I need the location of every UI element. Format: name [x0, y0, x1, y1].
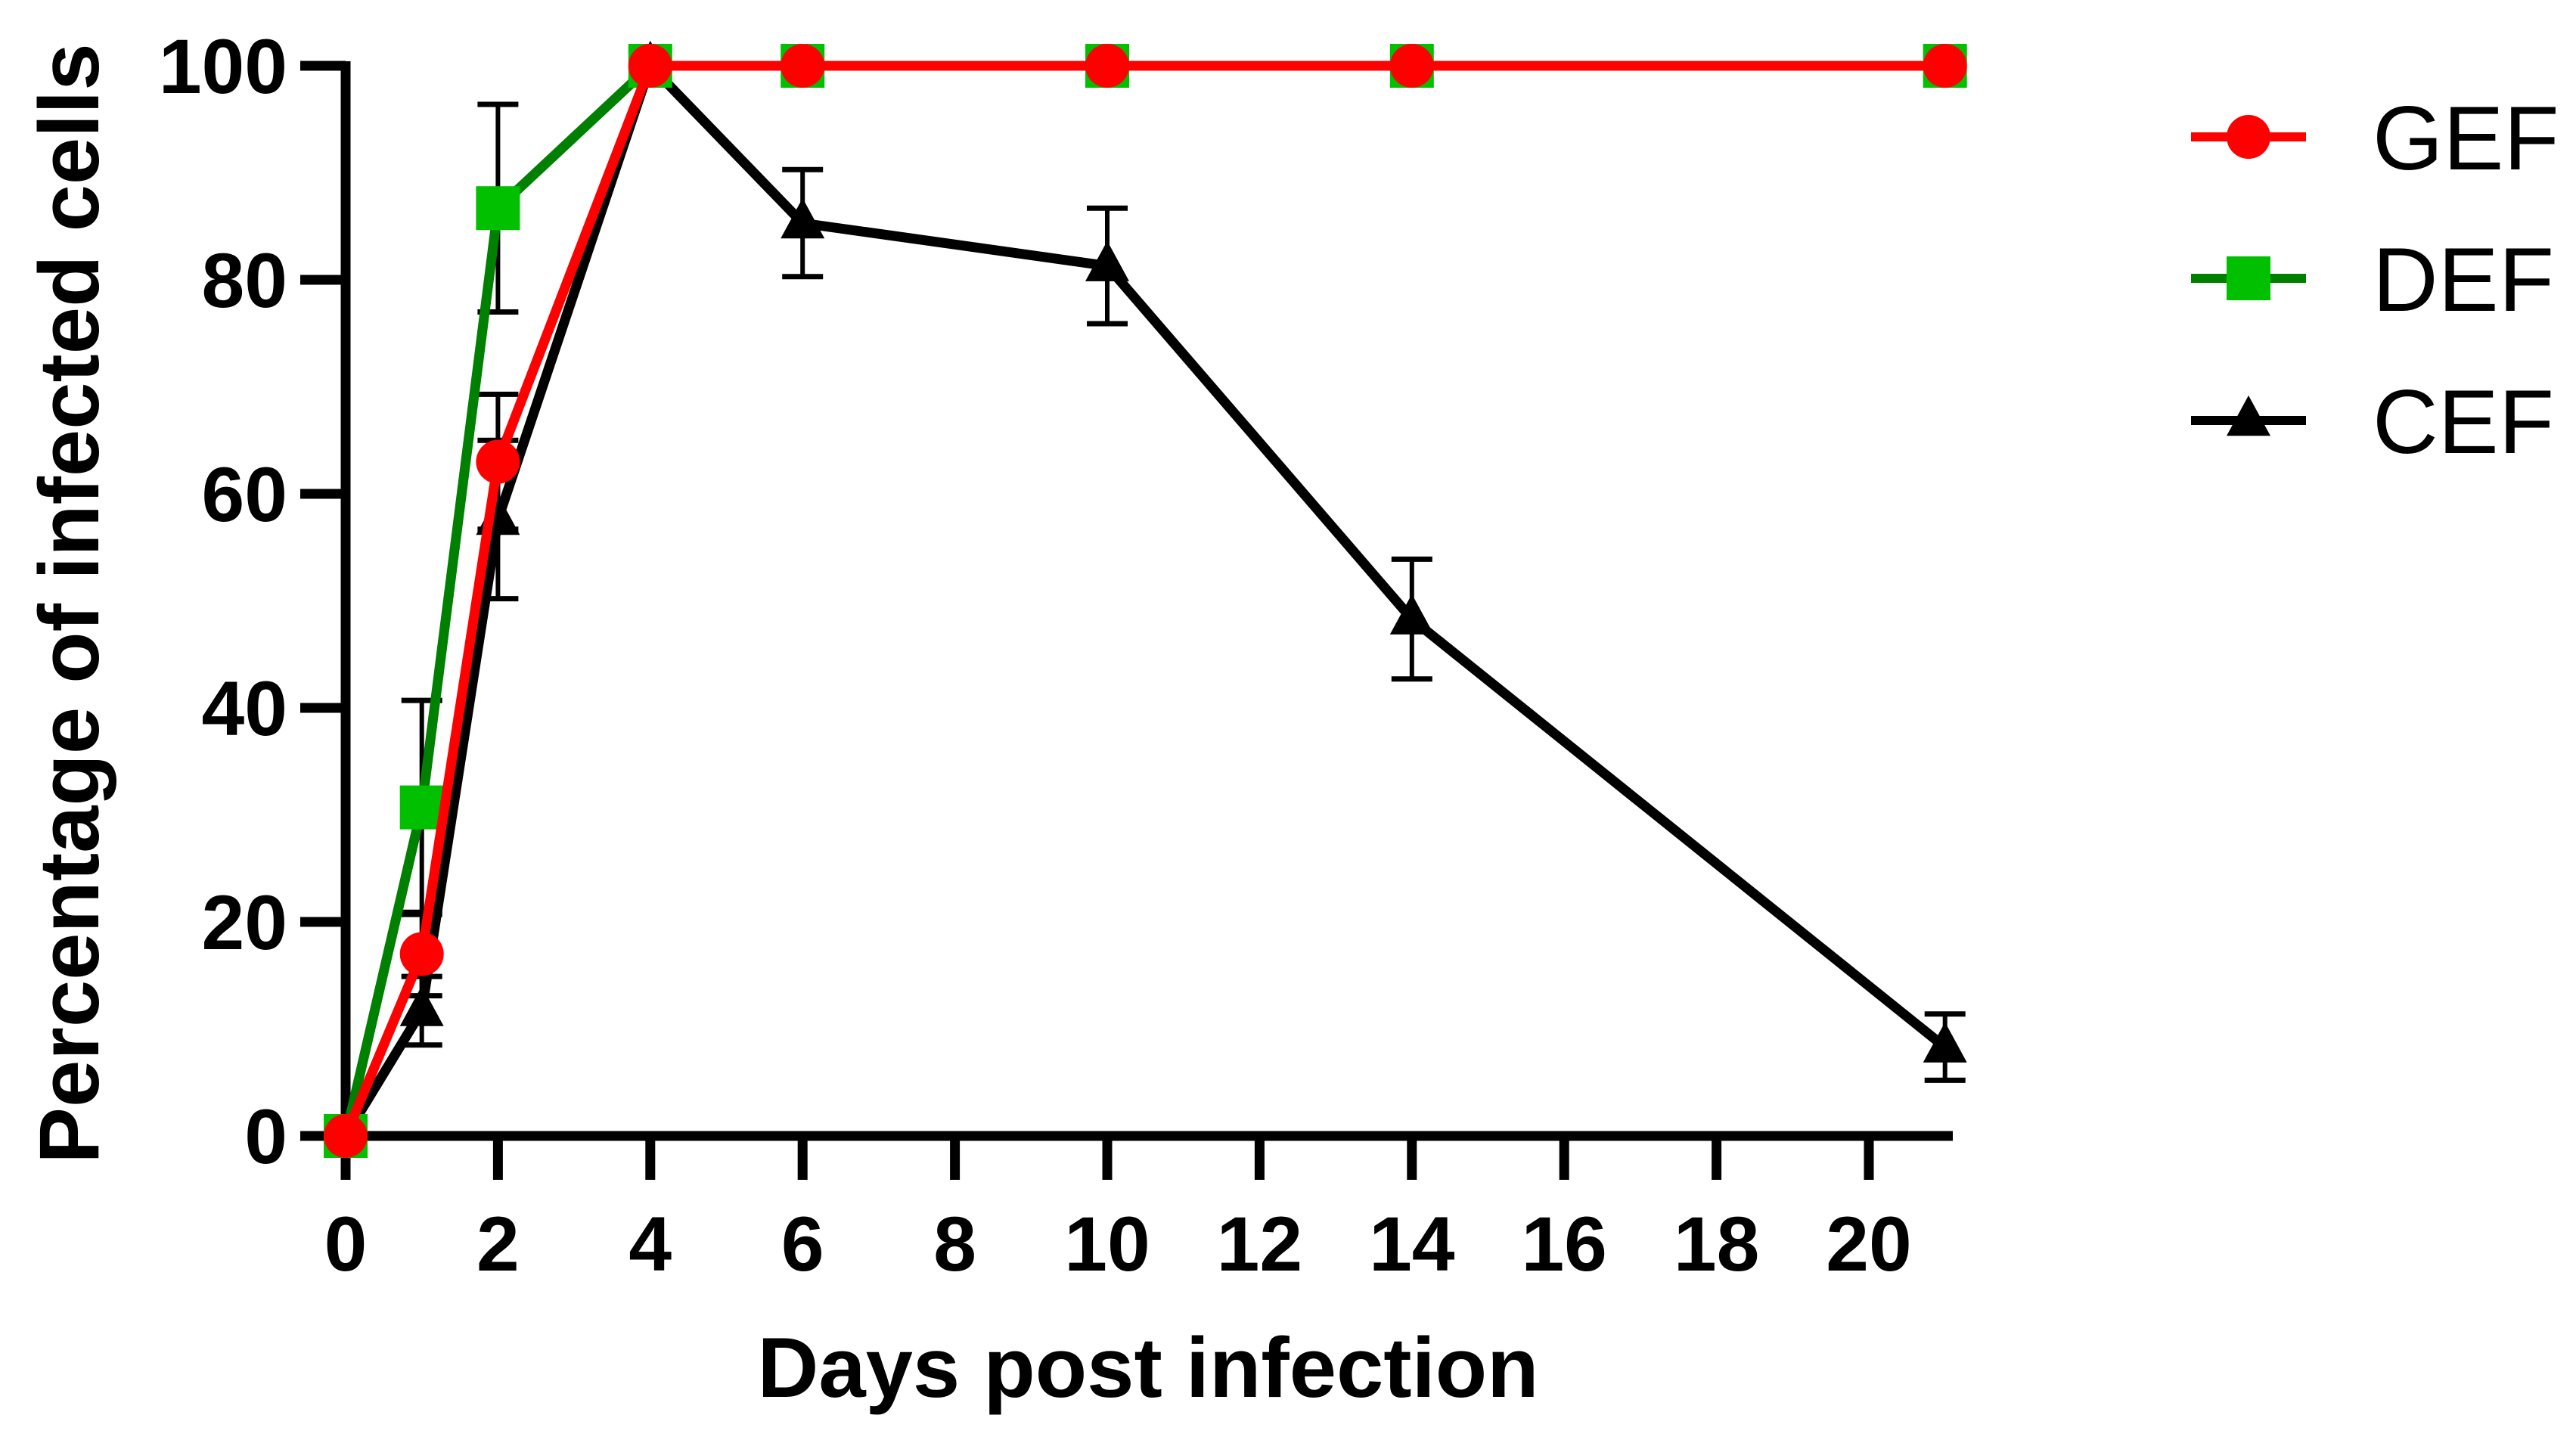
circle-marker-icon	[1389, 44, 1434, 88]
x-tick-label: 0	[324, 1201, 368, 1287]
x-tick-label: 14	[1369, 1201, 1455, 1287]
circle-marker-icon	[324, 1114, 368, 1158]
x-tick-label: 2	[476, 1201, 520, 1287]
x-tick-label: 16	[1521, 1201, 1606, 1287]
square-marker-icon	[476, 186, 520, 231]
x-tick-label: 6	[781, 1201, 824, 1287]
series-def	[324, 44, 1967, 1158]
circle-marker-icon	[476, 439, 520, 484]
legend: GEF DEF CEF	[2191, 88, 2559, 473]
x-tick-label: 12	[1217, 1201, 1302, 1287]
x-axis-ticks: 0 2 4 6 8 10 12 14 16 18 20	[324, 1136, 1912, 1287]
triangle-marker-icon	[781, 197, 825, 239]
y-tick-label: 0	[244, 1094, 287, 1180]
square-marker-icon	[399, 785, 444, 830]
y-axis-ticks: 0 20 40 60 80 100	[159, 23, 346, 1180]
x-axis-title: Days post infection	[757, 1320, 1538, 1415]
triangle-marker-icon	[2227, 395, 2270, 436]
legend-item-cef: CEF	[2191, 371, 2554, 473]
legend-label: CEF	[2373, 371, 2554, 473]
x-tick-label: 10	[1064, 1201, 1150, 1287]
square-marker-icon	[2227, 256, 2270, 300]
error-bars	[401, 101, 1966, 1083]
x-tick-label: 4	[628, 1201, 672, 1287]
y-tick-label: 20	[202, 880, 287, 966]
axes	[303, 61, 1953, 1141]
legend-label: GEF	[2373, 88, 2559, 189]
series-line	[341, 61, 1945, 1138]
legend-item-def: DEF	[2191, 229, 2554, 330]
x-tick-label: 8	[933, 1201, 976, 1287]
circle-marker-icon	[781, 44, 825, 88]
triangle-marker-icon	[399, 985, 444, 1026]
circle-marker-icon	[1923, 44, 1967, 88]
triangle-marker-icon	[476, 494, 520, 535]
triangle-marker-icon	[1923, 1022, 1967, 1063]
series-cef	[324, 40, 1967, 1152]
x-tick-label: 20	[1826, 1201, 1911, 1287]
y-tick-label: 100	[159, 23, 287, 110]
circle-marker-icon	[628, 44, 672, 88]
circle-marker-icon	[1085, 44, 1129, 88]
legend-item-gef: GEF	[2191, 88, 2559, 189]
data-series	[324, 40, 1967, 1158]
circle-marker-icon	[2227, 115, 2270, 159]
x-tick-label: 18	[1674, 1201, 1759, 1287]
legend-label: DEF	[2373, 229, 2554, 330]
y-tick-label: 40	[202, 666, 287, 752]
circle-marker-icon	[399, 932, 444, 976]
y-tick-label: 60	[202, 452, 287, 538]
y-axis-title: Percentage of infected cells	[22, 43, 116, 1163]
series-gef	[324, 44, 1967, 1158]
y-tick-label: 80	[202, 237, 287, 324]
triangle-marker-icon	[1085, 240, 1129, 281]
triangle-marker-icon	[1389, 594, 1434, 635]
y-axis-title-group: Percentage of infected cells	[22, 43, 116, 1163]
series-line	[341, 61, 1948, 1139]
